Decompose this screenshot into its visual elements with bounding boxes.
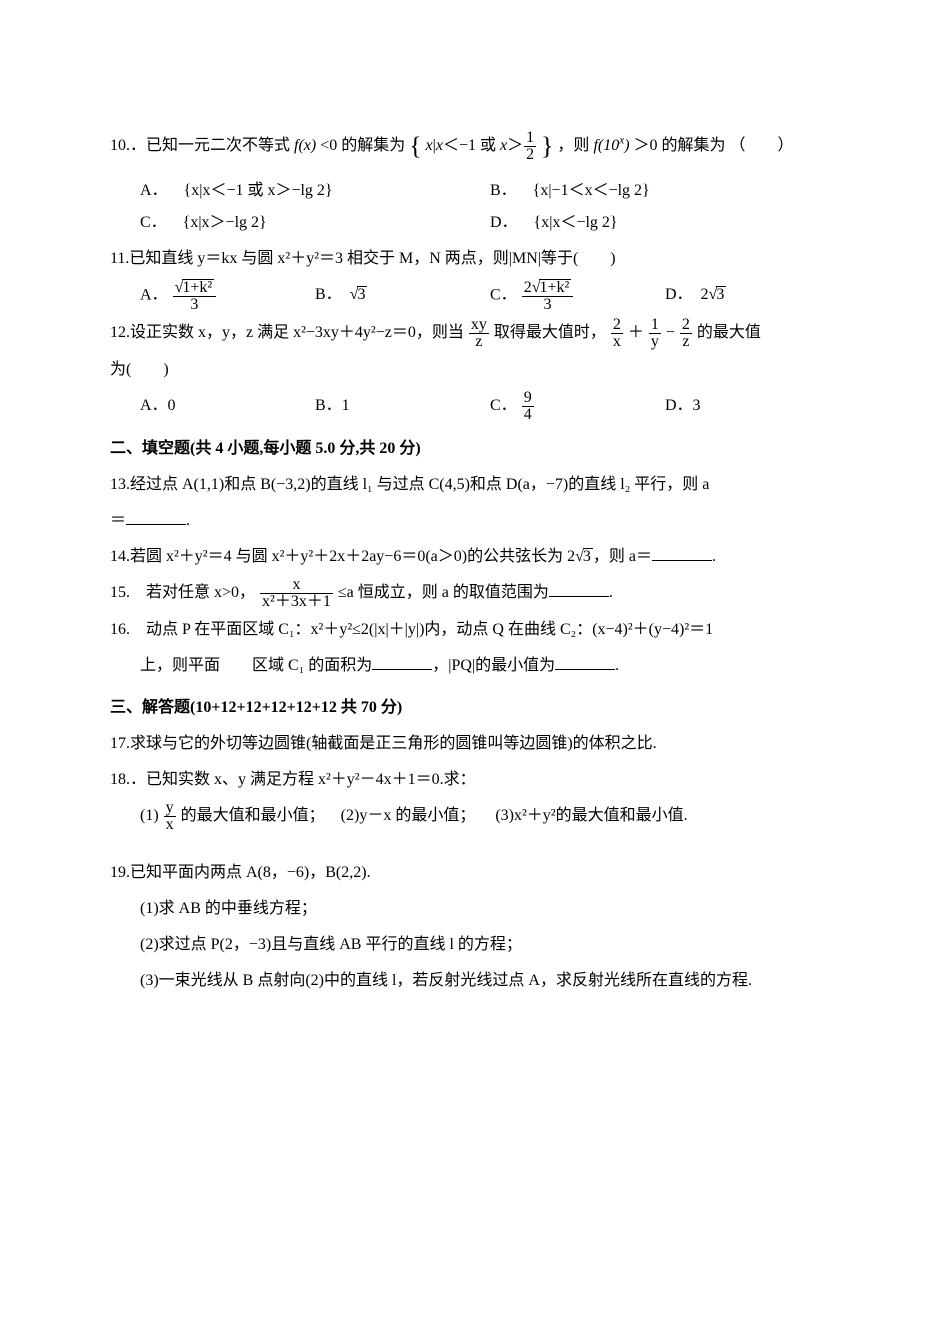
q12-opt-a: A．0 [140, 390, 315, 423]
q11-opt-b: B． √3 [315, 279, 490, 313]
q12-f3d: y [649, 334, 661, 350]
q12-f3n: 1 [649, 317, 661, 334]
q11-c-label: C． [490, 287, 517, 304]
question-16: 16. 动点 P 在平面区域 C₁：x²＋y²≤2(|x|＋|y|)内，动点 Q… [110, 614, 840, 646]
blank-fill [652, 544, 712, 561]
question-18: 18.．已知实数 x、y 满足方程 x²＋y²－4x＋1＝0.求： [110, 764, 840, 796]
q10-opt-a: A． {x|x＜−1 或 x＞−lg 2} [140, 175, 490, 207]
question-15: 15. 若对任意 x>0， xx²＋3x＋1 ≤a 恒成立，则 a 的取值范围为… [110, 577, 840, 610]
blank-fill [549, 580, 609, 597]
q10-opt-b: B． {x|−1＜x＜−lg 2} [490, 175, 840, 207]
q13-eq: ＝ [110, 512, 126, 529]
q12-f2n: 2 [611, 317, 623, 334]
question-17: 17.求球与它的外切等边圆锥(轴截面是正三角形的圆锥叫等边圆锥)的体积之比. [110, 728, 840, 760]
q19-p1: (1)求 AB 的中垂线方程； [110, 893, 840, 925]
q10-opt-c: C． {x|x＞−lg 2} [140, 207, 490, 239]
q12-stem-a: 12.设正实数 x，y，z 满足 x²−3xy＋4y²−z＝0，则当 [110, 324, 464, 341]
q11-c-den: 3 [522, 297, 574, 313]
spacer [110, 837, 840, 857]
q15-end: . [609, 584, 613, 601]
q16-l2b: ，|PQ|的最小值为 [432, 657, 555, 674]
q12-stem-b: 取得最大值时， [494, 324, 606, 341]
q14-a: 14.若圆 x²＋y²＝4 与圆 x²＋y²＋2x＋2ay−6＝0(a＞0)的公… [110, 548, 575, 565]
blank-fill [126, 508, 186, 525]
q15-den: x²＋3x＋1 [260, 594, 333, 610]
q12-opt-b: B．1 [315, 390, 490, 423]
q12-stem-d: 为( ) [110, 361, 169, 378]
q18-p3: (3)x²＋y²的最大值和最小值. [495, 807, 687, 824]
q14-b: ，则 a＝ [593, 548, 652, 565]
q12-f4d: z [680, 334, 692, 350]
q10-set-content: x|x＜−1 或 x＞12 [426, 137, 538, 154]
q11-opt-a: A． √1+k²3 [140, 279, 315, 313]
q15-b: ≤a 恒成立，则 a 的取值范围为 [338, 584, 549, 601]
q12-cont: 为( ) [110, 354, 840, 386]
question-11: 11.已知直线 y＝kx 与圆 x²＋y²＝3 相交于 M，N 两点，则|MN|… [110, 243, 840, 275]
q18-p1b: 的最大值和最小值； [181, 807, 325, 824]
section-2-heading: 二、填空题(共 4 小题,每小题 5.0 分,共 20 分) [110, 433, 840, 465]
q16-end: . [615, 657, 619, 674]
q11-a-label: A． [140, 287, 168, 304]
q18-parts: (1) yx 的最大值和最小值； (2)y－x 的最小值； (3)x²＋y²的最… [110, 800, 840, 833]
q10-stem-b: <0 的解集为 [320, 137, 405, 154]
question-10: 10.．已知一元二次不等式 f(x) <0 的解集为 { x|x＜−1 或 x＞… [110, 120, 840, 171]
q11-opt-c: C． 2√1+k²3 [490, 279, 665, 313]
q11-options: A． √1+k²3 B． √3 C． 2√1+k²3 D． 2√3 [110, 279, 840, 313]
question-13: 13.经过点 A(1,1)和点 B(−3,2)的直线 l₁ 与过点 C(4,5)… [110, 469, 840, 501]
q10-opt-d: D． {x|x＜−lg 2} [490, 207, 840, 239]
q11-stem: 11.已知直线 y＝kx 与圆 x²＋y²＝3 相交于 M，N 两点，则|MN|… [110, 250, 616, 267]
q12-opt-c: C． 94 [490, 390, 665, 423]
q10-stem-d: ＞0 的解集为 （ ） [634, 137, 794, 154]
q12-options: A．0 B．1 C． 94 D．3 [110, 390, 840, 423]
q11-opt-d: D． 2√3 [665, 279, 840, 313]
question-12: 12.设正实数 x，y，z 满足 x²−3xy＋4y²−z＝0，则当 xyz 取… [110, 317, 840, 350]
q10-stem-c: ，则 [557, 137, 593, 154]
q11-c-num: 2√1+k² [522, 279, 574, 297]
q12-minus: − [666, 324, 675, 341]
q10-options: A． {x|x＜−1 或 x＞−lg 2} B． {x|−1＜x＜−lg 2} … [110, 175, 840, 239]
section-3-heading: 三、解答题(10+12+12+12+12+12 共 70 分) [110, 692, 840, 724]
q19-p2: (2)求过点 P(2，−3)且与直线 AB 平行的直线 l 的方程； [110, 929, 840, 961]
q11-a-den: 3 [173, 297, 217, 313]
q10-stem-a: 10.．已知一元二次不等式 [110, 137, 294, 154]
brace-left-icon: { [409, 131, 421, 160]
blank-fill [555, 653, 615, 670]
page: 10.．已知一元二次不等式 f(x) <0 的解集为 { x|x＜−1 或 x＞… [0, 0, 950, 1061]
q10-fx: f(x) [294, 137, 316, 154]
q14-end: . [712, 548, 716, 565]
q15-a: 15. 若对任意 x>0， [110, 584, 255, 601]
q10-f10x: f(10x) [593, 137, 629, 154]
q10-set-num: 1 [524, 130, 536, 147]
q15-num: x [260, 577, 333, 594]
q13-line2: ＝. [110, 505, 840, 537]
q18-p1d: x [164, 817, 176, 833]
q11-a-num: √1+k² [173, 279, 217, 297]
q12-f1d: z [469, 334, 489, 350]
q12-f2d: x [611, 334, 623, 350]
q12-c-label: C． [490, 397, 517, 414]
q12-stem-c: 的最大值 [697, 324, 761, 341]
q18-p1n: y [164, 800, 176, 817]
q13-end: . [186, 512, 190, 529]
q18-p1a: (1) [140, 807, 159, 824]
blank-fill [372, 653, 432, 670]
q18-p2: (2)y－x 的最小值； [341, 807, 476, 824]
q12-f4n: 2 [680, 317, 692, 334]
q12-c-den: 4 [522, 407, 534, 423]
q12-f1n: xy [469, 317, 489, 334]
q12-plus: ＋ [628, 324, 644, 341]
q12-c-num: 9 [522, 390, 534, 407]
question-19: 19.已知平面内两点 A(8，−6)，B(2,2). [110, 857, 840, 889]
q16-l2a: 上，则平面 区域 C₁ 的面积为 [140, 657, 372, 674]
q12-opt-d: D．3 [665, 390, 840, 423]
q13-line1: 13.经过点 A(1,1)和点 B(−3,2)的直线 l₁ 与过点 C(4,5)… [110, 476, 709, 493]
brace-right-icon: } [541, 131, 553, 160]
question-14: 14.若圆 x²＋y²＝4 与圆 x²＋y²＋2x＋2ay−6＝0(a＞0)的公… [110, 541, 840, 573]
q19-p3: (3)一束光线从 B 点射向(2)中的直线 l，若反射光线过点 A，求反射光线所… [110, 965, 840, 997]
q16-line2: 上，则平面 区域 C₁ 的面积为 ，|PQ|的最小值为. [110, 650, 840, 682]
q16-line1: 16. 动点 P 在平面区域 C₁：x²＋y²≤2(|x|＋|y|)内，动点 Q… [110, 621, 713, 638]
q14-sqrt: 3 [583, 548, 593, 565]
q10-set-den: 2 [524, 147, 536, 163]
